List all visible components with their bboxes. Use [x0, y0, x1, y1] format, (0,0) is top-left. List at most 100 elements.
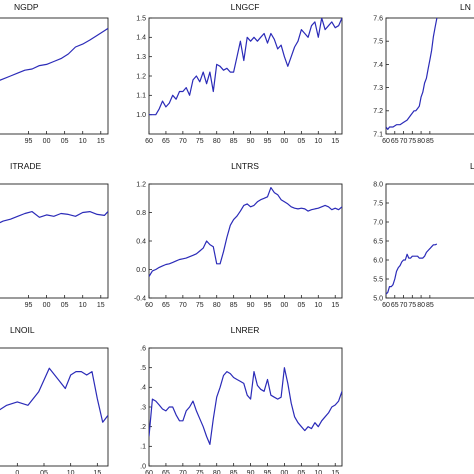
panel-1: LNGCF 1.0 1.1 1.2 1.3 1.4 1.5 60 65 70 75 80 85 90 95 0…	[136, 2, 343, 145]
x-tick-label: 60	[145, 470, 153, 474]
x-tick-label: 65	[391, 302, 399, 309]
x-tick-label: 10	[314, 302, 322, 309]
y-tick-label: 7.0	[373, 219, 383, 226]
panel-0: NGDP 95 00 05 10 15	[0, 2, 109, 145]
x-tick-label: 95	[264, 138, 272, 145]
x-tick-label: 65	[162, 470, 170, 474]
x-tick-label: 80	[213, 138, 221, 145]
x-tick-label: 05	[297, 470, 305, 474]
x-tick-label: 70	[400, 302, 408, 309]
series-line	[386, 18, 438, 130]
x-tick-label: 80	[417, 302, 425, 309]
x-tick-label: 85	[230, 470, 238, 474]
x-tick-label: 70	[179, 470, 187, 474]
x-tick-label: 90	[247, 302, 255, 309]
y-tick-label: 6.5	[373, 238, 383, 245]
y-tick-label: 7.5	[373, 200, 383, 207]
x-tick-label: 00	[43, 302, 51, 309]
panel-title: ITRADE	[10, 161, 42, 171]
y-tick-label: .3	[140, 404, 146, 411]
y-tick-label: 8.0	[373, 181, 383, 188]
x-tick-label: 05	[297, 302, 305, 309]
panel-3: ITRADE59500051015	[0, 161, 109, 309]
plot-frame	[148, 17, 343, 135]
series-line	[386, 243, 438, 295]
y-tick-label: 5.5	[373, 276, 383, 283]
x-tick-label: 85	[426, 302, 434, 309]
y-tick-label: .5	[140, 365, 146, 372]
y-tick-label: 1.3	[136, 54, 146, 61]
x-tick-label: 65	[162, 138, 170, 145]
x-tick-label: 70	[179, 138, 187, 145]
panel-title: LM	[470, 161, 474, 171]
x-tick-label: 70	[400, 138, 408, 145]
x-tick-label: 80	[213, 470, 221, 474]
y-tick-label: 1.2	[136, 181, 146, 188]
x-tick-label: 15	[331, 302, 339, 309]
series-line	[149, 18, 342, 116]
y-tick-label: 1.4	[136, 35, 146, 42]
y-tick-label: .6	[140, 345, 146, 352]
x-tick-label: 15	[97, 138, 105, 145]
x-tick-label: 00	[281, 302, 289, 309]
y-tick-label: 7.2	[373, 108, 383, 115]
x-tick-label: 15	[331, 138, 339, 145]
x-tick-label: 95	[25, 138, 33, 145]
y-tick-label: -0.4	[134, 295, 146, 302]
panel-title: LNGCF	[231, 2, 260, 12]
x-tick-label: 0	[15, 470, 19, 474]
x-tick-label: 95	[264, 470, 272, 474]
y-tick-label: 1.0	[136, 112, 146, 119]
x-tick-label: 85	[230, 138, 238, 145]
panel-4: LNTRS -0.4 0.0 0.4 0.8 1.2 60 65 70 75 80 85 90 95 00 0…	[134, 161, 343, 309]
x-tick-label: 15	[97, 302, 105, 309]
panel-title: LNRER	[231, 325, 260, 335]
x-tick-label: 85	[426, 138, 434, 145]
x-tick-label: 75	[196, 138, 204, 145]
plot-frame	[385, 183, 474, 299]
x-tick-label: 00	[281, 138, 289, 145]
y-tick-label: .0	[140, 463, 146, 470]
plot-frame	[148, 347, 343, 467]
panel-7: LNRER .0 .1 .2 .3 .4 .5 .6 60 65 70 75 80 85 90 95 00 05 1…	[140, 325, 343, 474]
x-tick-label: 10	[314, 470, 322, 474]
y-tick-label: 5.0	[373, 295, 383, 302]
x-tick-label: 10	[314, 138, 322, 145]
plot-frame	[148, 183, 343, 299]
panel-title: LN	[460, 2, 471, 12]
x-tick-label: 90	[247, 138, 255, 145]
x-tick-label: 65	[391, 138, 399, 145]
y-tick-label: 7.6	[373, 15, 383, 22]
x-tick-label: 60	[145, 302, 153, 309]
x-tick-label: 75	[408, 302, 416, 309]
panel-title: NGDP	[14, 2, 39, 12]
x-tick-label: 60	[145, 138, 153, 145]
y-tick-label: 6.0	[373, 257, 383, 264]
x-tick-label: 80	[213, 302, 221, 309]
y-tick-label: .1	[140, 444, 146, 451]
y-tick-label: 1.1	[136, 93, 146, 100]
plot-frame	[0, 17, 109, 135]
x-tick-label: 85	[230, 302, 238, 309]
x-tick-label: 10	[79, 138, 87, 145]
x-tick-label: 00	[43, 138, 51, 145]
plot-frame	[0, 347, 109, 467]
x-tick-label: 10	[79, 302, 87, 309]
x-tick-label: 75	[196, 470, 204, 474]
x-tick-label: 75	[196, 302, 204, 309]
x-tick-label: 60	[382, 138, 390, 145]
x-tick-label: 15	[331, 470, 339, 474]
plot-frame	[385, 17, 474, 135]
y-tick-label: .2	[140, 424, 146, 431]
x-tick-label: 60	[382, 302, 390, 309]
plot-frame	[0, 183, 109, 299]
y-tick-label: .4	[140, 385, 146, 392]
series-line	[149, 367, 342, 445]
x-tick-label: 05	[40, 470, 48, 474]
y-tick-label: 7.4	[373, 62, 383, 69]
y-tick-label: 1.5	[136, 15, 146, 22]
y-tick-label: 0.8	[136, 210, 146, 217]
panel-6: LNOIL 0 05 10 15	[0, 325, 109, 474]
